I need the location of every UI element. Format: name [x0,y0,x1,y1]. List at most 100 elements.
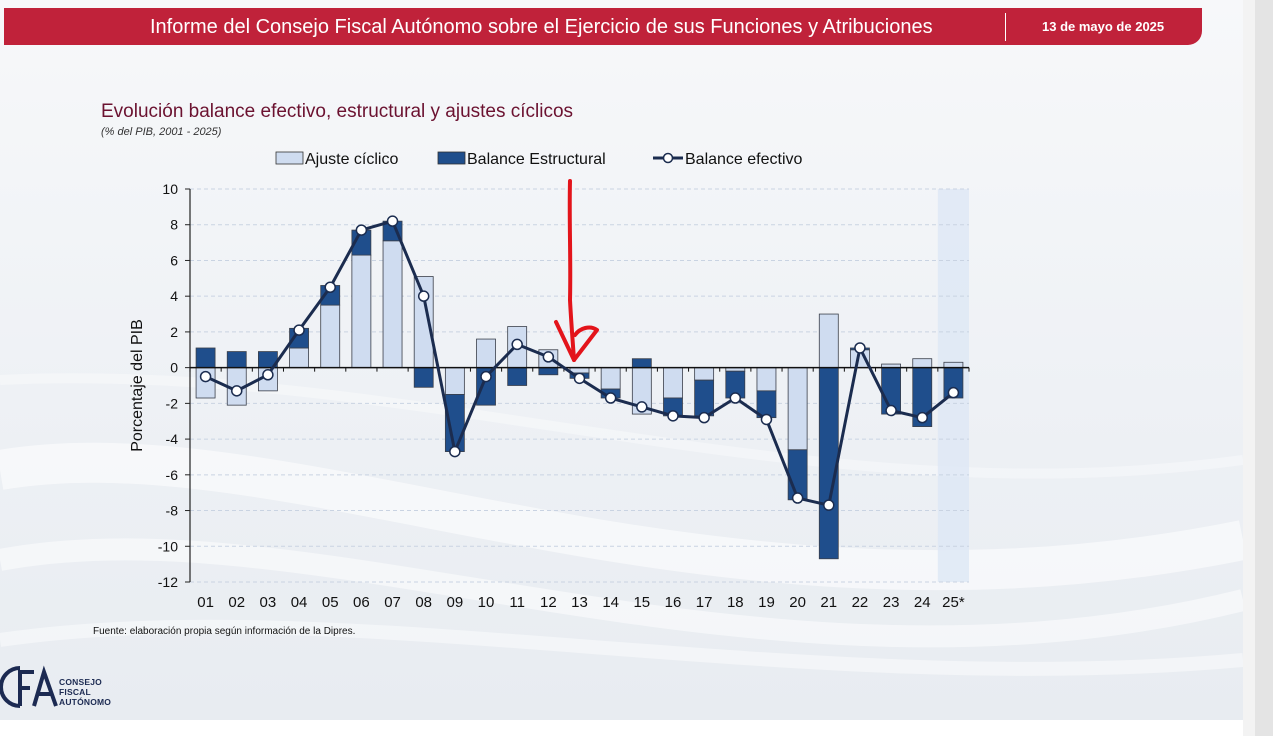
point-balance-efectivo [542,351,555,363]
bar-ajuste-ciclico [694,367,715,381]
point-balance-efectivo [230,385,243,397]
bar-ajuste-ciclico [476,338,496,369]
legend-swatch [437,151,466,165]
x-tick-label: 08 [415,594,432,611]
point-balance-efectivo [885,404,897,417]
x-tick-label: 13 [571,594,588,611]
x-tick-label: 04 [291,594,308,611]
bar-balance-estructural [694,379,715,417]
y-tick-label: 10 [162,181,178,197]
legend-label: Balance efectivo [685,151,803,168]
legend-label: Ajuste cíclico [305,151,398,168]
y-tick-label: 6 [170,252,178,268]
point-balance-efectivo [262,369,274,381]
x-tick-label: 07 [384,594,401,611]
y-tick-label: -2 [166,395,179,411]
logo-line-3: AUTÓNOMO [59,697,112,707]
legend-marker [662,152,674,164]
y-tick-label: 0 [170,360,178,376]
y-tick-label: -4 [166,431,179,447]
point-balance-efectivo [604,392,617,404]
y-tick-label: -12 [158,574,178,590]
line-balance-efectivo [204,219,955,507]
point-balance-efectivo [449,445,461,458]
annotation-arrow-head [554,320,599,362]
x-tick-label: 14 [602,594,619,611]
background-swoosh [0,0,1243,720]
scroll-gutter [1243,0,1255,736]
source-note: Fuente: elaboración propia según informa… [93,626,356,637]
point-balance-efectivo [698,411,710,424]
point-balance-efectivo [199,370,212,383]
bar-ajuste-ciclico [787,367,808,451]
x-tick-label: 12 [540,594,557,611]
x-tick-label: 03 [260,594,277,611]
x-tick-label: 25* [942,594,965,611]
header-bar [4,8,1202,45]
bar-ajuste-ciclico [756,367,777,392]
bar-balance-estructural [507,367,528,386]
scrollbar[interactable] [1255,0,1273,736]
point-balance-efectivo [417,290,430,302]
point-balance-efectivo [667,410,679,422]
chart-title: Evolución balance efectivo, estructural … [101,101,574,122]
y-tick-label: 2 [170,324,178,340]
point-balance-efectivo [729,392,742,404]
bar-ajuste-ciclico [818,313,839,369]
bar-ajuste-ciclico [289,347,309,369]
x-tick-label: 22 [852,594,869,611]
bar-balance-estructural [195,347,216,369]
annotation-arrow-shaft [567,179,576,362]
x-tick-label: 10 [478,594,495,611]
point-balance-efectivo [386,215,399,227]
bar-balance-estructural [413,367,434,388]
point-balance-efectivo [854,342,866,354]
point-balance-efectivo [355,224,368,236]
x-tick-label: 01 [197,594,214,611]
x-tick-label: 21 [820,594,837,611]
x-tick-label: 11 [509,594,525,611]
cfa-monogram-icon [0,665,58,708]
bar-balance-estructural [226,351,247,369]
point-balance-efectivo [916,411,929,424]
x-tick-label: 09 [447,594,464,611]
x-tick-label: 06 [353,594,370,611]
y-tick-label: 4 [170,288,178,304]
bar-balance-estructural [538,367,559,376]
point-balance-efectivo [636,401,648,413]
y-tick-label: -6 [166,467,179,483]
bar-ajuste-ciclico [320,304,341,369]
point-balance-efectivo [760,413,773,426]
point-balance-efectivo [947,386,960,399]
bar-ajuste-ciclico [444,367,465,395]
bar-balance-estructural [818,367,839,560]
chart-subtitle: (% del PIB, 2001 - 2025) [101,126,222,138]
cfa-logo: CONSEJO FISCAL AUTÓNOMO [0,662,140,712]
y-tick-label: -8 [166,503,179,519]
x-tick-label: 20 [789,594,806,611]
logo-line-1: CONSEJO [59,677,102,687]
legend-swatch [275,151,304,165]
point-balance-efectivo [293,324,305,336]
y-tick-label: -10 [158,538,178,554]
y-axis-label: Porcentaje del PIB [129,319,146,452]
x-tick-label: 23 [883,594,900,611]
bar-balance-estructural [631,358,652,369]
x-tick-label: 15 [633,594,650,611]
logo-line-2: FISCAL [59,687,91,697]
x-tick-label: 24 [914,594,931,611]
x-tick-label: 02 [228,594,245,611]
bar-ajuste-ciclico [600,367,621,390]
header-separator [1005,13,1006,41]
x-tick-label: 16 [665,594,682,611]
bar-ajuste-ciclico [663,367,683,399]
point-balance-efectivo [511,338,523,351]
bar-ajuste-ciclico [912,358,933,369]
y-tick-label: 8 [170,217,178,233]
point-balance-efectivo [791,492,804,504]
x-tick-label: 19 [758,594,775,611]
bar-ajuste-ciclico [382,240,403,369]
x-tick-label: 18 [727,594,744,611]
x-tick-label: 05 [322,594,339,611]
